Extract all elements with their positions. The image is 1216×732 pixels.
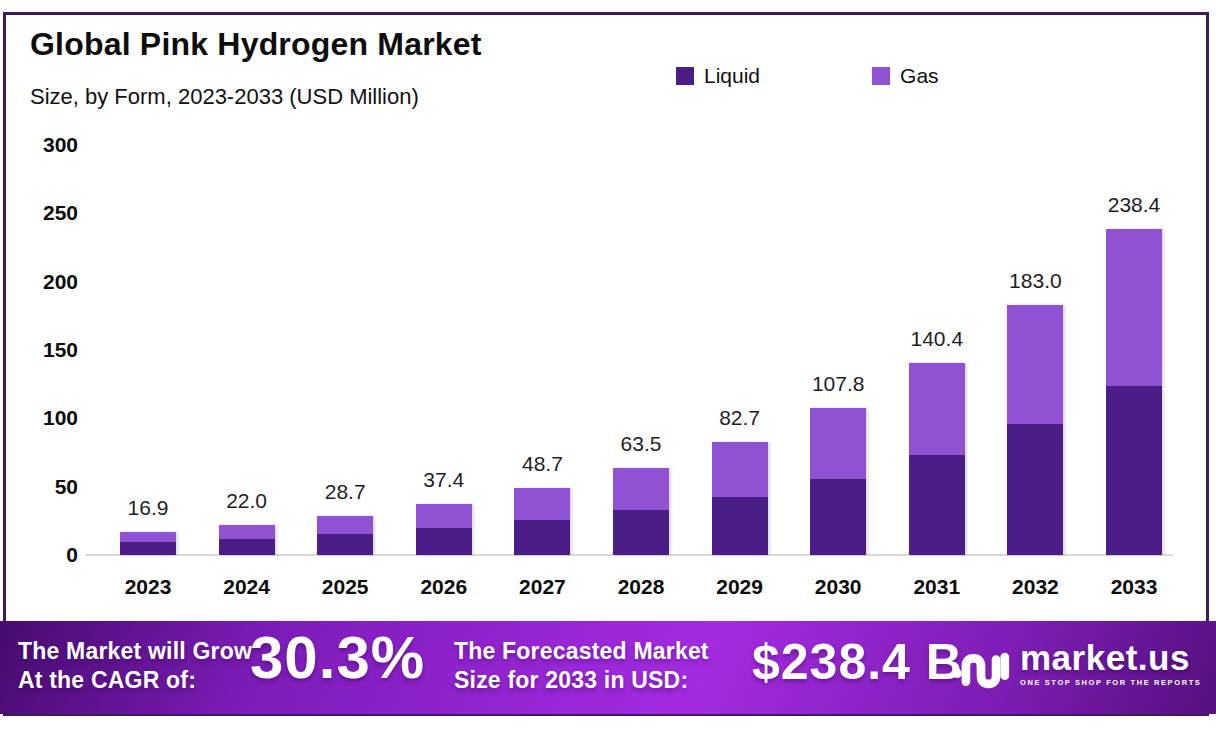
- bar-gas-2032: [1007, 305, 1063, 424]
- bar-liquid-2029: [712, 497, 768, 555]
- y-axis-label: 300: [18, 133, 78, 157]
- bar-liquid-2025: [317, 534, 373, 555]
- bar-gas-2023: [120, 532, 176, 542]
- cagr-label: The Market will Grow At the CAGR of:: [18, 637, 252, 695]
- bar-gas-2027: [514, 488, 570, 519]
- forecast-label: The Forecasted Market Size for 2033 in U…: [454, 637, 709, 695]
- bar-gas-2031: [909, 363, 965, 454]
- brand-text: market.us ONE STOP SHOP FOR THE REPORTS: [1020, 640, 1201, 687]
- bar-stack-2032: [1007, 305, 1063, 555]
- brand-name: market.us: [1020, 640, 1201, 676]
- bar-stack-2033: [1106, 229, 1162, 555]
- bar-liquid-2024: [219, 539, 275, 555]
- bar-gas-2029: [712, 442, 768, 497]
- infographic-page: Global Pink Hydrogen Market Size, by For…: [0, 0, 1216, 732]
- bar-liquid-2031: [909, 455, 965, 555]
- bar-stack-2029: [712, 442, 768, 555]
- bar-gas-2030: [810, 408, 866, 479]
- bar-stack-2023: [120, 532, 176, 555]
- bar-stack-2024: [219, 525, 275, 555]
- brand-logo: market.us ONE STOP SHOP FOR THE REPORTS: [952, 634, 1201, 692]
- y-axis-label: 150: [18, 338, 78, 362]
- brand-tagline: ONE STOP SHOP FOR THE REPORTS: [1020, 678, 1201, 687]
- bar-gas-2024: [219, 525, 275, 539]
- bar-liquid-2028: [613, 510, 669, 555]
- bar-liquid-2026: [416, 528, 472, 555]
- bar-liquid-2023: [120, 542, 176, 555]
- x-axis-label-2033: 2033: [1069, 575, 1199, 599]
- bar-value-label-2033: 238.4: [1069, 193, 1199, 217]
- y-axis-label: 100: [18, 406, 78, 430]
- cagr-label-line2: At the CAGR of:: [18, 666, 252, 695]
- cagr-label-line1: The Market will Grow: [18, 637, 252, 666]
- bar-value-label-2031: 140.4: [872, 327, 1002, 351]
- bar-liquid-2032: [1007, 424, 1063, 555]
- bar-liquid-2030: [810, 479, 866, 555]
- bar-gas-2033: [1106, 229, 1162, 386]
- bar-stack-2028: [613, 468, 669, 555]
- y-axis-label: 50: [18, 475, 78, 499]
- forecast-value: $238.4 B: [752, 633, 963, 691]
- bar-liquid-2033: [1106, 386, 1162, 555]
- bar-value-label-2028: 63.5: [576, 432, 706, 456]
- bar-gas-2025: [317, 516, 373, 534]
- bar-value-label-2029: 82.7: [675, 406, 805, 430]
- bar-value-label-2030: 107.8: [773, 372, 903, 396]
- bar-stack-2027: [514, 488, 570, 555]
- forecast-label-line1: The Forecasted Market: [454, 637, 709, 666]
- bar-liquid-2027: [514, 520, 570, 555]
- bar-stack-2026: [416, 504, 472, 555]
- forecast-label-line2: Size for 2033 in USD:: [454, 666, 709, 695]
- bar-gas-2026: [416, 504, 472, 528]
- y-axis-label: 250: [18, 201, 78, 225]
- bar-gas-2028: [613, 468, 669, 510]
- bar-stack-2030: [810, 408, 866, 555]
- bar-stack-2031: [909, 363, 965, 555]
- y-axis-label: 0: [18, 543, 78, 567]
- cagr-value: 30.3%: [250, 623, 425, 692]
- footer-banner: The Market will Grow At the CAGR of: 30.…: [0, 621, 1216, 714]
- bar-stack-2025: [317, 516, 373, 555]
- y-axis-label: 200: [18, 270, 78, 294]
- marketus-logo-icon: [952, 634, 1010, 692]
- bar-value-label-2032: 183.0: [970, 269, 1100, 293]
